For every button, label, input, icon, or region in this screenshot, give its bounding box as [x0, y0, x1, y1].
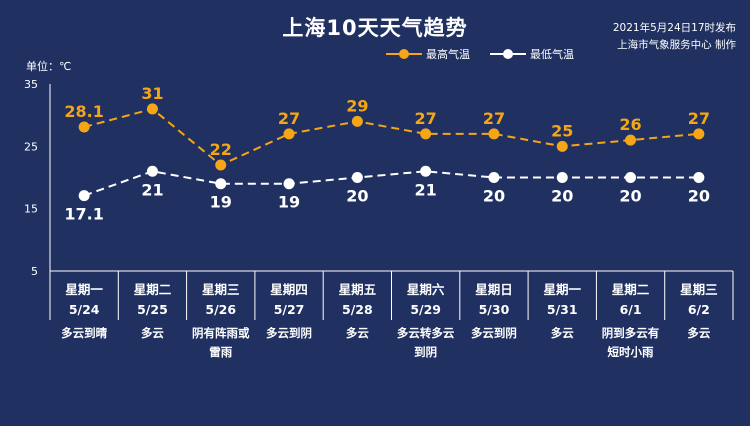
- high-temp-label: 31: [141, 84, 163, 103]
- weather-condition: 多云: [141, 326, 164, 340]
- weather-condition: 雷雨: [209, 345, 232, 359]
- low-temp-point: [146, 165, 158, 177]
- date-label: 6/1: [620, 302, 642, 317]
- low-temp-label: 20: [346, 187, 368, 206]
- high-temp-point: [625, 134, 637, 146]
- low-temp-label: 19: [210, 193, 232, 212]
- high-temp-label: 22: [210, 140, 232, 159]
- day-label: 星期六: [407, 282, 445, 297]
- high-temp-point: [78, 121, 90, 133]
- low-temp-point: [420, 165, 432, 177]
- weather-condition: 到阴: [414, 345, 437, 359]
- day-label: 星期五: [339, 282, 377, 297]
- high-temp-point: [146, 103, 158, 115]
- low-temp-label: 19: [278, 193, 300, 212]
- high-temp-label: 27: [688, 109, 710, 128]
- low-temp-label: 21: [415, 180, 437, 199]
- weather-condition: 多云: [551, 326, 574, 340]
- date-label: 5/26: [205, 302, 236, 317]
- weather-condition: 多云: [687, 326, 710, 340]
- date-label: 5/27: [274, 302, 305, 317]
- weather-condition: 阴到多云有: [602, 326, 660, 340]
- low-temp-point: [351, 172, 363, 183]
- low-temp-point: [625, 172, 637, 183]
- high-temp-point: [420, 128, 432, 140]
- day-label: 星期一: [65, 282, 103, 297]
- high-temp-label: 27: [483, 109, 505, 128]
- high-temp-label: 27: [278, 109, 300, 128]
- chart-title: 上海10天天气趋势: [282, 16, 468, 40]
- high-temp-point: [488, 128, 500, 140]
- y-tick-label: 25: [24, 140, 38, 153]
- low-temp-point: [283, 178, 295, 190]
- low-temp-label: 17.1: [64, 205, 103, 224]
- low-temp-point: [693, 172, 705, 183]
- high-temp-point: [693, 128, 705, 140]
- low-temp-point: [488, 172, 500, 183]
- day-label: 星期二: [612, 282, 650, 297]
- day-label: 星期日: [475, 282, 513, 297]
- weather-condition: 多云: [346, 326, 369, 340]
- high-temp-point: [556, 140, 568, 152]
- date-label: 5/25: [137, 302, 168, 317]
- publish-info: 2021年5月24日17时发布 上海市气象服务中心 制作: [613, 20, 736, 54]
- day-label: 星期四: [270, 282, 308, 297]
- weather-condition: 多云转多云: [397, 326, 455, 340]
- y-tick-label: 35: [24, 78, 38, 91]
- low-temp-label: 20: [483, 187, 505, 206]
- legend-low-label: 最低气温: [530, 48, 574, 61]
- high-temp-point: [351, 115, 363, 127]
- low-temp-label: 20: [551, 187, 573, 206]
- legend-high-label: 最高气温: [426, 48, 470, 61]
- low-temp-label: 20: [688, 187, 710, 206]
- legend-high-swatch: [386, 49, 422, 59]
- y-tick-label: 15: [24, 203, 38, 216]
- legend-item-low: 最低气温: [490, 46, 574, 62]
- high-temp-point: [283, 128, 295, 140]
- low-temp-point: [556, 172, 568, 183]
- date-label: 5/28: [342, 302, 373, 317]
- high-temp-label: 27: [415, 109, 437, 128]
- weather-condition: 多云到晴: [61, 326, 107, 340]
- high-temp-label: 26: [619, 115, 641, 134]
- low-temp-label: 20: [619, 187, 641, 206]
- day-label: 星期二: [134, 282, 172, 297]
- day-label: 星期三: [680, 282, 718, 297]
- low-temp-point: [215, 178, 227, 190]
- date-label: 5/31: [547, 302, 578, 317]
- high-temp-label: 25: [551, 121, 573, 140]
- weather-condition: 阴有阵雨或: [192, 326, 250, 340]
- high-temp-label: 28.1: [64, 102, 103, 121]
- low-temp-line: [83, 170, 699, 197]
- weather-condition: 多云到阴: [266, 326, 312, 340]
- date-label: 5/29: [410, 302, 441, 317]
- weather-condition: 短时小雨: [608, 345, 654, 359]
- day-label: 星期三: [202, 282, 240, 297]
- day-label: 星期一: [543, 282, 581, 297]
- legend-item-high: 最高气温: [386, 46, 470, 62]
- high-temp-line: [83, 107, 699, 167]
- date-label: 5/30: [479, 302, 510, 317]
- publish-time: 2021年5月24日17时发布: [612, 22, 736, 34]
- weather-condition: 多云到阴: [471, 326, 517, 340]
- date-label: 6/2: [688, 302, 710, 317]
- y-tick-label: 5: [31, 265, 38, 278]
- date-label: 5/24: [69, 302, 100, 317]
- high-temp-label: 29: [346, 96, 368, 115]
- high-temp-point: [215, 159, 227, 171]
- unit-label: 单位：℃: [26, 60, 72, 73]
- low-temp-point: [78, 190, 90, 202]
- publisher: 上海市气象服务中心 制作: [617, 39, 736, 51]
- legend-low-swatch: [490, 49, 526, 59]
- low-temp-label: 21: [141, 180, 163, 199]
